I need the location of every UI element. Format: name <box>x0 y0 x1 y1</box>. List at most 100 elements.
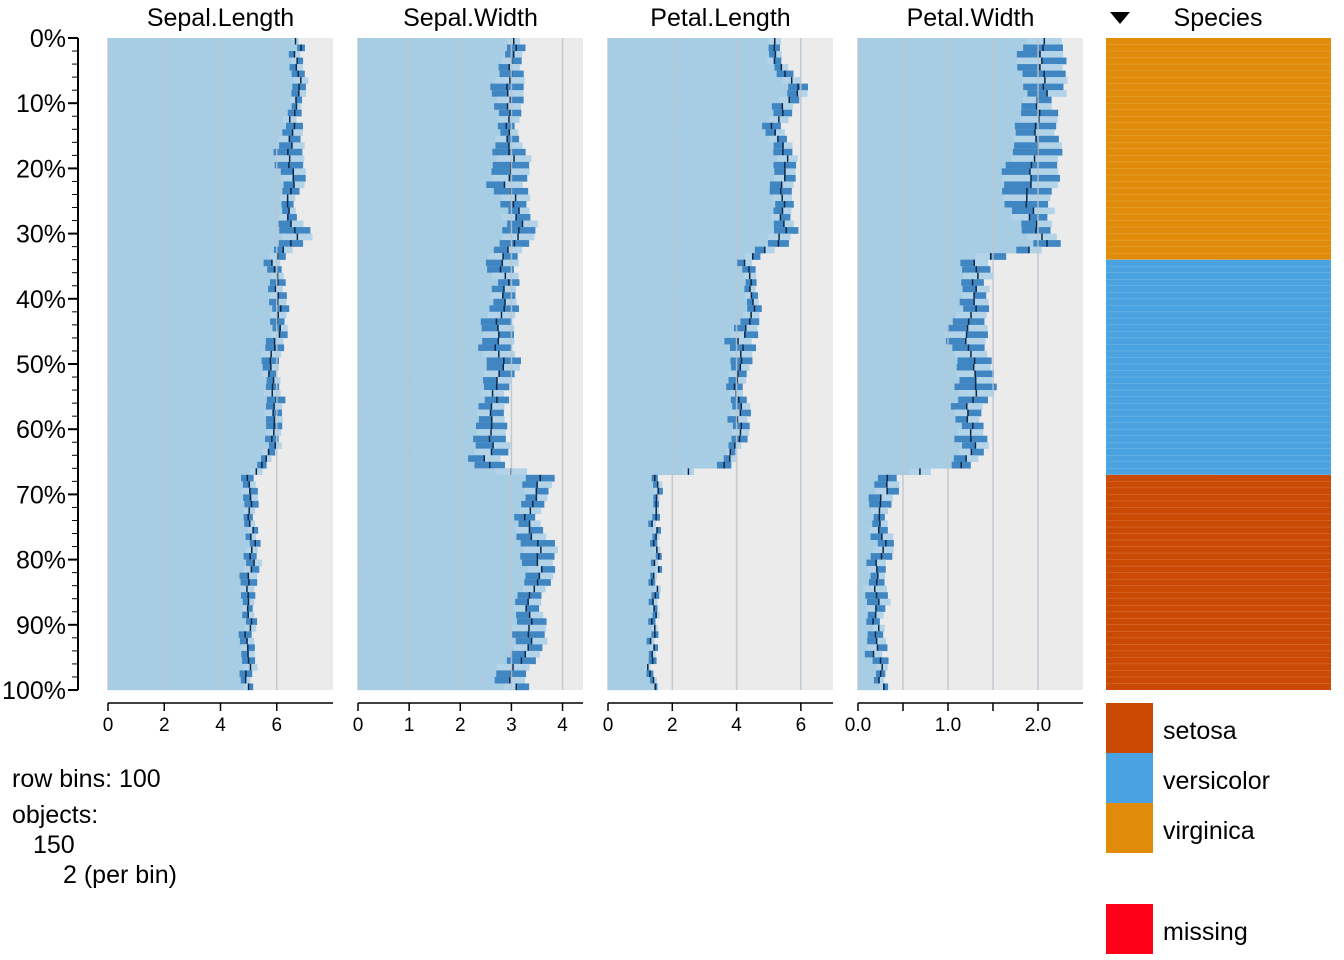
sd-bar-right <box>743 344 757 352</box>
sd-bar-left <box>745 253 753 260</box>
x-axis-tick-label: 2 <box>159 715 170 736</box>
sd-bar-left <box>515 527 530 534</box>
sd-bar-right <box>279 331 288 339</box>
mean-bar <box>358 598 529 606</box>
tableplot-info: row bins: 100 objects: 150 2 (per bin) <box>12 764 177 890</box>
sd-bar-left <box>773 207 783 215</box>
sd-bar-left <box>1023 44 1044 52</box>
sd-bar-right <box>248 592 256 599</box>
sd-bar-right <box>774 57 782 65</box>
sd-bar-left <box>959 298 975 306</box>
sd-bar-right <box>248 598 255 606</box>
sd-bar-left <box>731 435 740 443</box>
mean-bar <box>358 233 519 241</box>
sd-bar-left <box>731 331 745 339</box>
mean-bar <box>608 513 657 521</box>
sd-bar-right <box>245 676 251 684</box>
mean-bar <box>358 227 519 234</box>
sd-bar-left <box>1003 194 1027 202</box>
sd-bar-right <box>658 566 663 573</box>
sd-bar-left <box>275 155 290 163</box>
sd-bar-left <box>282 233 298 241</box>
sd-bar-right <box>976 266 991 273</box>
mean-bar <box>108 109 295 117</box>
mean-bar <box>858 350 971 358</box>
sd-bar-right <box>491 429 506 436</box>
mean-bar <box>108 201 288 208</box>
mean-bar <box>358 676 510 684</box>
mean-bar <box>358 631 529 639</box>
legend-label-versicolor: versicolor <box>1163 767 1270 795</box>
sd-bar-left <box>512 624 530 632</box>
mean-bar <box>108 474 248 482</box>
panel-title: Petal.Width <box>907 4 1035 32</box>
sd-bar-right <box>966 403 983 410</box>
sd-bar-right <box>531 637 548 645</box>
mean-bar <box>358 279 509 286</box>
sd-bar-left <box>266 396 277 404</box>
mean-bar <box>108 670 246 678</box>
sd-bar-right <box>296 103 302 110</box>
sd-bar-right <box>490 409 504 417</box>
sd-bar-right <box>495 344 513 352</box>
mean-bar <box>608 468 689 476</box>
sd-bar-left <box>500 129 510 136</box>
mean-bar <box>608 448 731 456</box>
mean-bar <box>858 233 1042 241</box>
mean-bar <box>358 38 514 45</box>
mean-bar <box>358 298 506 306</box>
legend-swatch-virginica <box>1106 803 1153 853</box>
mean-bar <box>108 51 295 58</box>
mean-bar <box>108 448 269 456</box>
sd-bar-left <box>278 214 288 221</box>
sd-bar-right <box>754 305 762 313</box>
mean-bar <box>608 579 652 586</box>
mean-bar <box>108 663 251 671</box>
mean-bar <box>858 129 1036 136</box>
sd-bar-right <box>656 533 660 541</box>
mean-bar <box>858 624 879 632</box>
sd-bar-left <box>1014 142 1038 150</box>
sd-bar-right <box>296 96 303 104</box>
mean-bar <box>108 592 249 599</box>
sd-bar-right <box>510 161 530 169</box>
sd-bar-left <box>650 644 655 652</box>
mean-bar <box>858 155 1035 163</box>
sd-bar-left <box>875 487 888 495</box>
sd-bar-left <box>486 181 505 189</box>
sd-bar-right <box>510 168 530 176</box>
sd-bar-right <box>537 481 553 489</box>
mean-bar <box>108 637 248 645</box>
mean-bar <box>858 266 977 273</box>
sd-bar-left <box>869 527 879 534</box>
sd-bar-left <box>482 350 499 358</box>
sd-bar-right <box>496 318 513 326</box>
sd-bar-right <box>970 435 988 443</box>
sd-bar-right <box>516 214 531 221</box>
sd-bar-left <box>244 500 252 508</box>
sd-bar-right <box>738 396 747 404</box>
mean-bar <box>358 657 522 665</box>
mean-bar <box>608 168 785 176</box>
sd-bar-left <box>655 566 659 573</box>
mean-bar <box>358 403 492 410</box>
mean-bar <box>858 546 884 554</box>
mean-bar <box>608 246 765 254</box>
mean-bar <box>108 650 249 658</box>
sd-bar-left <box>520 553 538 560</box>
sd-bar-left <box>516 533 532 541</box>
sd-bar-left <box>481 324 498 332</box>
sd-bar-left <box>487 266 501 273</box>
sd-bar-left <box>653 494 657 502</box>
sd-bar-right <box>529 624 547 632</box>
sd-bar-left <box>243 683 249 691</box>
mean-bar <box>358 122 507 130</box>
sd-bar-left <box>288 51 295 58</box>
sd-bar-right <box>688 468 695 476</box>
mean-bar <box>858 57 1042 65</box>
mean-bar <box>358 103 508 110</box>
mean-bar <box>108 135 290 143</box>
sd-bar-left <box>729 350 741 358</box>
mean-bar <box>608 422 742 430</box>
sd-bar-right <box>250 494 258 502</box>
